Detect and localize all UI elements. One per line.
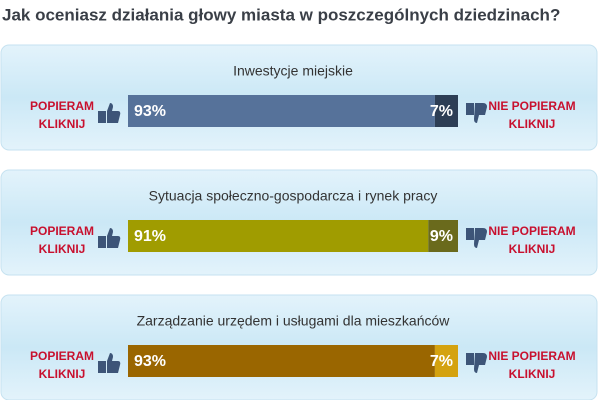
poll-topic: Inwestycje miejskie — [233, 63, 353, 79]
value-label: 93% — [134, 103, 166, 120]
value-label: 91% — [134, 228, 166, 245]
support-label[interactable]: POPIERAM — [30, 349, 94, 363]
oppose-label[interactable]: NIE POPIERAM — [488, 349, 575, 363]
click-label[interactable]: KLIKNIJ — [39, 242, 86, 256]
value-label: 7% — [430, 353, 453, 370]
thumb-down-icon[interactable] — [466, 228, 487, 248]
oppose-bar — [428, 220, 458, 252]
support-bar — [128, 95, 435, 127]
oppose-label[interactable]: NIE POPIERAM — [488, 224, 575, 238]
oppose-bar — [434, 345, 458, 377]
oppose-label[interactable]: NIE POPIERAM — [488, 99, 575, 113]
click-label[interactable]: KLIKNIJ — [39, 117, 86, 131]
thumb-up-icon[interactable] — [98, 353, 121, 373]
thumb-down-icon[interactable] — [466, 353, 487, 373]
thumb-down-icon[interactable] — [466, 103, 487, 123]
click-label[interactable]: KLIKNIJ — [509, 367, 556, 381]
value-label: 9% — [430, 228, 453, 245]
thumb-up-icon[interactable] — [98, 228, 121, 248]
value-label: 93% — [134, 353, 166, 370]
thumb-up-icon[interactable] — [98, 103, 121, 123]
support-label[interactable]: POPIERAM — [30, 224, 94, 238]
oppose-bar — [434, 95, 458, 127]
click-label[interactable]: KLIKNIJ — [509, 117, 556, 131]
poll-topic: Zarządzanie urzędem i usługami dla miesz… — [137, 313, 451, 329]
support-label[interactable]: POPIERAM — [30, 99, 94, 113]
poll-topic: Sytuacja społeczno-gospodarcza i rynek p… — [149, 188, 438, 204]
value-label: 7% — [430, 103, 453, 120]
click-label[interactable]: KLIKNIJ — [509, 242, 556, 256]
support-bar — [128, 220, 429, 252]
page-title: Jak oceniasz działania głowy miasta w po… — [2, 5, 560, 24]
support-bar — [128, 345, 435, 377]
click-label[interactable]: KLIKNIJ — [39, 367, 86, 381]
